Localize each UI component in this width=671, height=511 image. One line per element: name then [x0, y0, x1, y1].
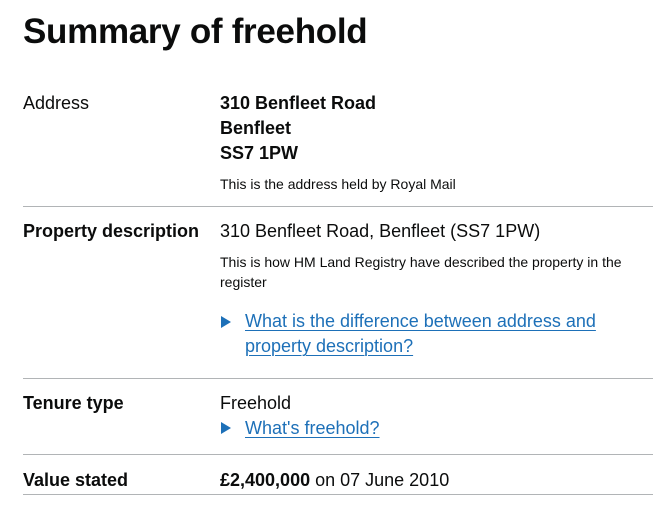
property-description-label: Property description [23, 221, 200, 241]
tenure-text: Freehold [220, 393, 292, 413]
details-address-vs-description[interactable]: What is the difference between address a… [220, 309, 653, 359]
summary-list: Address 310 Benfleet Road Benfleet SS7 1… [23, 90, 653, 495]
tenure-label: Tenure type [23, 393, 124, 413]
details-summary-link[interactable]: What is the difference between address a… [245, 311, 596, 356]
value-stated-amount: £2,400,000 [220, 470, 311, 490]
details-whats-freehold[interactable]: What's freehold? [220, 416, 653, 441]
value-stated-value: £2,400,000 on 07 June 2010 [220, 468, 653, 493]
address-label: Address [23, 93, 90, 113]
value-stated-label: Value stated [23, 470, 129, 490]
details-summary-link[interactable]: What's freehold? [245, 418, 380, 438]
property-description-hint: This is how HM Land Registry have descri… [220, 254, 622, 290]
value-stated-date: on 07 June 2010 [310, 470, 450, 490]
address-line-1: 310 Benfleet Road [220, 93, 377, 113]
page-title: Summary of freehold [23, 12, 368, 51]
property-description-text: 310 Benfleet Road, Benfleet (SS7 1PW) [220, 221, 541, 241]
caret-right-icon [221, 422, 231, 434]
address-value: 310 Benfleet Road Benfleet SS7 1PW This … [220, 91, 653, 194]
property-description-value: 310 Benfleet Road, Benfleet (SS7 1PW) Th… [220, 219, 653, 359]
address-line-3: SS7 1PW [220, 143, 299, 163]
address-line-2: Benfleet [220, 118, 292, 138]
summary-row-tenure: Tenure type Freehold What's freehold? [23, 379, 653, 455]
tenure-value: Freehold What's freehold? [220, 391, 653, 441]
caret-right-icon [221, 316, 231, 328]
summary-row-value-stated: Value stated £2,400,000 on 07 June 2010 [23, 455, 653, 495]
address-hint: This is the address held by Royal Mail [220, 176, 456, 192]
summary-row-property-description: Property description 310 Benfleet Road, … [23, 207, 653, 379]
summary-row-address: Address 310 Benfleet Road Benfleet SS7 1… [23, 90, 653, 207]
